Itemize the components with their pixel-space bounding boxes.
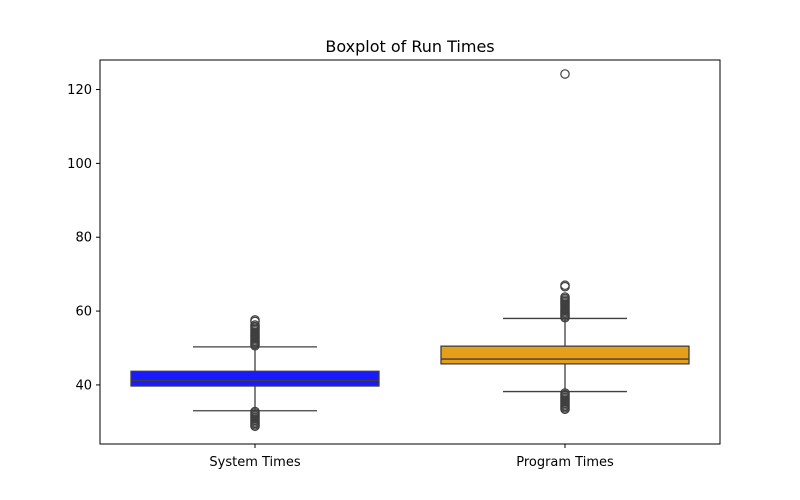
- y-axis: 40 60 80 100 120: [67, 83, 100, 393]
- plot-frame: [99, 59, 721, 445]
- outlier-point: [560, 69, 570, 79]
- boxes-layer: [130, 69, 690, 432]
- x-axis: System Times Program Times: [209, 444, 614, 470]
- y-tick-label: 120: [67, 83, 92, 98]
- outlier-point: [560, 388, 570, 398]
- box-group: [440, 69, 690, 415]
- outlier-point: [250, 315, 260, 325]
- y-tick-label: 40: [75, 378, 92, 393]
- x-tick-label: Program Times: [516, 455, 614, 470]
- y-tick-label: 100: [67, 157, 92, 172]
- box-group: [130, 315, 380, 432]
- box-body: [440, 345, 690, 365]
- y-tick-label: 60: [75, 305, 92, 320]
- outlier-point: [560, 292, 570, 302]
- outlier-point: [250, 320, 260, 330]
- x-tick-label: System Times: [209, 455, 300, 470]
- outlier-point: [250, 406, 260, 417]
- chart-title: Boxplot of Run Times: [325, 37, 494, 56]
- outlier-point: [560, 280, 570, 291]
- box-body: [130, 370, 380, 387]
- y-tick-label: 80: [75, 231, 92, 246]
